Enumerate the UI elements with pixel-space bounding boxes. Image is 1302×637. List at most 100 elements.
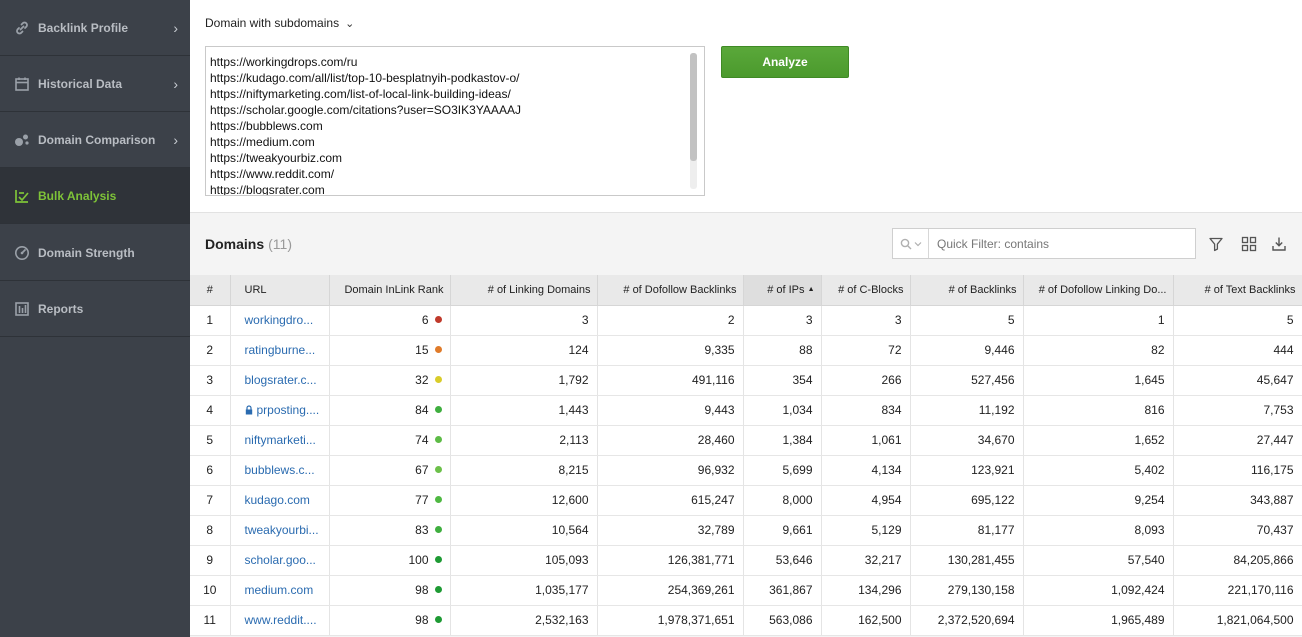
- chevron-right-icon: ›: [173, 75, 178, 92]
- report-icon: [13, 300, 31, 318]
- row-index-cell: 9: [190, 545, 231, 576]
- domain-link[interactable]: kudago.com: [244, 493, 310, 507]
- table-row[interactable]: 11 www.reddit.... 98 2,532,163 1,978,371,651…: [190, 605, 1302, 636]
- sidebar: Backlink Profile › Historical Data › Dom…: [0, 0, 190, 637]
- domain-link[interactable]: medium.com: [244, 583, 314, 597]
- inlink-rank-cell: 100: [329, 545, 451, 576]
- table-row[interactable]: 5 niftymarketi... 74 2,113 28,460 1,384 1,061 3…: [190, 425, 1302, 456]
- inlink-rank-cell: 67: [329, 455, 451, 486]
- backlinks-cell: 9,446: [910, 335, 1024, 366]
- url-line: https://medium.com: [210, 135, 315, 149]
- table-row[interactable]: 3 blogsrater.c... 32 1,792 491,116 354 266 527,…: [190, 365, 1302, 396]
- sidebar-item-reports[interactable]: Reports: [0, 281, 190, 337]
- text-backlinks-cell: 1,821,064,500: [1173, 605, 1302, 636]
- domain-link[interactable]: bubblews.c...: [244, 463, 315, 477]
- backlinks-cell: 279,130,158: [910, 575, 1024, 606]
- c-blocks-cell: 162,500: [821, 605, 911, 636]
- quick-filter-input[interactable]: [929, 236, 1189, 251]
- url-cell: kudago.com: [230, 485, 330, 516]
- domain-link[interactable]: ratingburne...: [244, 343, 316, 357]
- sidebar-item-domain-strength[interactable]: Domain Strength: [0, 225, 190, 281]
- domain-link[interactable]: www.reddit....: [244, 613, 317, 627]
- domain-link[interactable]: scholar.goo...: [244, 553, 316, 567]
- inlink-rank-cell: 15: [329, 335, 451, 366]
- analyze-button[interactable]: Analyze: [721, 46, 849, 78]
- url-list-textarea[interactable]: https://workingdrops.com/ru https://kuda…: [205, 46, 705, 196]
- sidebar-item-backlink-profile[interactable]: Backlink Profile ›: [0, 0, 190, 56]
- inlink-rank-value: 77: [415, 493, 429, 507]
- column-header-index[interactable]: #: [190, 275, 231, 306]
- backlinks-cell: 81,177: [910, 515, 1024, 546]
- export-download-icon[interactable]: [1270, 235, 1288, 253]
- dofollow-backlinks-cell: 1,978,371,651: [597, 605, 744, 636]
- scope-dropdown[interactable]: Domain with subdomains ⌄: [205, 16, 354, 30]
- column-header-url[interactable]: URL: [230, 275, 330, 306]
- column-header-dofollow-linking-domains[interactable]: # of Dofollow Linking Do...: [1023, 275, 1174, 306]
- table-row[interactable]: 6 bubblews.c... 67 8,215 96,932 5,699 4,134 123…: [190, 455, 1302, 486]
- inlink-rank-cell: 74: [329, 425, 451, 456]
- url-line: https://blogsrater.com: [210, 183, 325, 196]
- url-cell: ratingburne...: [230, 335, 330, 366]
- linking-domains-cell: 2,113: [450, 425, 598, 456]
- chevron-right-icon: ›: [173, 131, 178, 148]
- backlinks-cell: 123,921: [910, 455, 1024, 486]
- rank-indicator-dot: [434, 466, 442, 473]
- row-index-cell: 4: [190, 395, 231, 426]
- column-header-backlinks[interactable]: # of Backlinks: [910, 275, 1024, 306]
- c-blocks-cell: 834: [821, 395, 911, 426]
- domain-link[interactable]: blogsrater.c...: [244, 373, 317, 387]
- textarea-scrollbar[interactable]: [690, 53, 697, 189]
- inlink-rank-cell: 77: [329, 485, 451, 516]
- panel-title-text: Domains: [205, 236, 265, 252]
- dofollow-backlinks-cell: 96,932: [597, 455, 744, 486]
- filter-icon[interactable]: [1207, 235, 1225, 253]
- inlink-rank-value: 6: [421, 313, 429, 327]
- text-backlinks-cell: 444: [1173, 335, 1302, 366]
- column-header-ips[interactable]: # of IPs ▲: [743, 275, 822, 306]
- column-header-c-blocks[interactable]: # of C-Blocks: [821, 275, 911, 306]
- linking-domains-cell: 1,792: [450, 365, 598, 396]
- column-header-linking-domains[interactable]: # of Linking Domains: [450, 275, 598, 306]
- text-backlinks-cell: 5: [1173, 305, 1302, 336]
- inlink-rank-value: 83: [415, 523, 429, 537]
- table-row[interactable]: 1 workingdro... 6 3 2 3 3 5 1 5: [190, 305, 1302, 336]
- sidebar-item-historical-data[interactable]: Historical Data ›: [0, 56, 190, 112]
- rank-indicator-dot: [434, 406, 442, 413]
- grid-view-icon[interactable]: [1240, 235, 1258, 253]
- row-index-cell: 3: [190, 365, 231, 396]
- domain-link[interactable]: prposting....: [256, 403, 320, 417]
- table-row[interactable]: 9 scholar.goo... 100 105,093 126,381,771 53,6…: [190, 545, 1302, 576]
- backlinks-cell: 130,281,455: [910, 545, 1024, 576]
- inlink-rank-value: 98: [415, 583, 429, 597]
- row-index-cell: 8: [190, 515, 231, 546]
- linking-domains-cell: 2,532,163: [450, 605, 598, 636]
- filter-mode-dropdown[interactable]: [893, 229, 929, 258]
- table-row[interactable]: 10 medium.com 98 1,035,177 254,369,261 361,86…: [190, 575, 1302, 606]
- linking-domains-cell: 12,600: [450, 485, 598, 516]
- ips-cell: 8,000: [743, 485, 822, 516]
- ips-cell: 53,646: [743, 545, 822, 576]
- domain-link[interactable]: tweakyourbi...: [244, 523, 319, 537]
- table-row[interactable]: 8 tweakyourbi... 83 10,564 32,789 9,661 5,129 8…: [190, 515, 1302, 546]
- domain-link[interactable]: workingdro...: [244, 313, 314, 327]
- sidebar-item-label: Backlink Profile: [38, 20, 129, 35]
- linking-domains-cell: 1,035,177: [450, 575, 598, 606]
- dofollow-backlinks-cell: 615,247: [597, 485, 744, 516]
- scrollbar-thumb[interactable]: [690, 53, 697, 161]
- rank-indicator-dot: [434, 556, 442, 563]
- column-header-dofollow-backlinks[interactable]: # of Dofollow Backlinks: [597, 275, 744, 306]
- backlinks-cell: 34,670: [910, 425, 1024, 456]
- column-header-inlink-rank[interactable]: Domain InLink Rank: [329, 275, 451, 306]
- sidebar-item-domain-comparison[interactable]: Domain Comparison ›: [0, 112, 190, 168]
- sidebar-item-label: Historical Data: [38, 76, 123, 91]
- table-row[interactable]: 4 prposting.... 84 1,443 9,443 1,034 834 11,192…: [190, 395, 1302, 426]
- table-row[interactable]: 2 ratingburne... 15 124 9,335 88 72 9,446 82 444: [190, 335, 1302, 366]
- dofollow-backlinks-cell: 9,443: [597, 395, 744, 426]
- domain-link[interactable]: niftymarketi...: [244, 433, 316, 447]
- sidebar-item-bulk-analysis[interactable]: Bulk Analysis: [0, 168, 190, 224]
- ips-cell: 3: [743, 305, 822, 336]
- url-cell: tweakyourbi...: [230, 515, 330, 546]
- column-header-text-backlinks[interactable]: # of Text Backlinks: [1173, 275, 1302, 306]
- table-row[interactable]: 7 kudago.com 77 12,600 615,247 8,000 4,954 695,…: [190, 485, 1302, 516]
- inlink-rank-value: 15: [415, 343, 429, 357]
